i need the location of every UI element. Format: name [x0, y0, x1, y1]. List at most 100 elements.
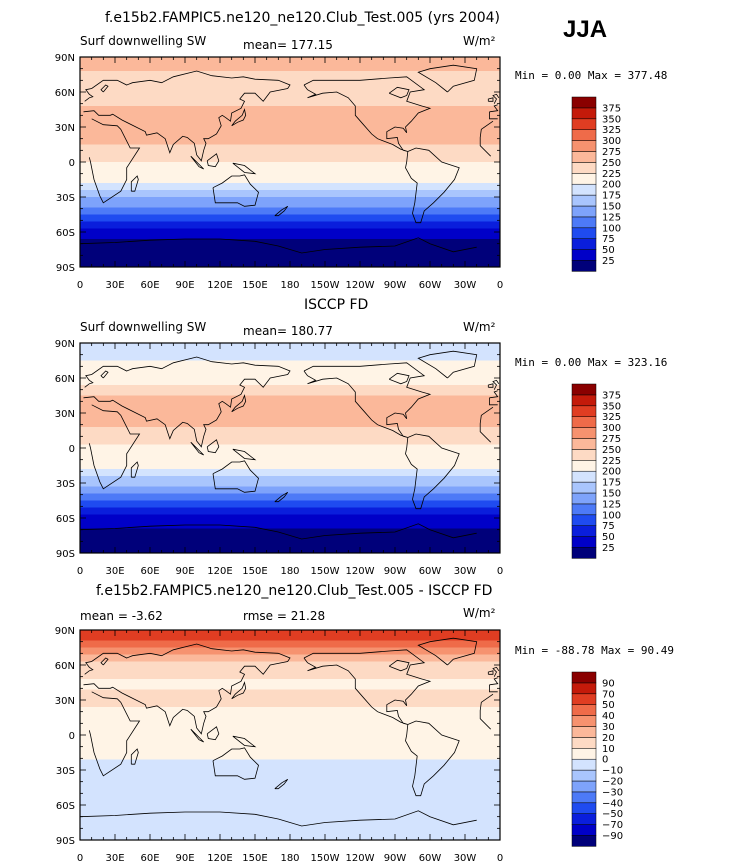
field-band — [80, 651, 500, 656]
field-band — [80, 374, 500, 379]
x-tick-label: 150E — [242, 853, 267, 864]
field-band — [80, 74, 500, 79]
field-band — [80, 700, 500, 705]
coastline — [417, 350, 478, 379]
field-band — [80, 780, 500, 785]
colorbar-swatch — [571, 260, 597, 272]
field-band — [80, 766, 500, 771]
coastline — [417, 637, 478, 666]
colorbar-swatch — [571, 416, 597, 428]
field-band — [80, 658, 500, 663]
y-tick-label: 30S — [56, 193, 75, 204]
panel3-minmax: Min = -88.78 Max = 90.49 — [515, 644, 674, 657]
field-band — [80, 416, 500, 421]
field-band — [80, 682, 500, 687]
field-band — [80, 483, 500, 488]
field-band — [80, 102, 500, 107]
field-band — [80, 644, 500, 649]
colorbar-swatch — [571, 525, 597, 537]
colorbar-label: 50 — [602, 532, 615, 543]
field-band — [80, 742, 500, 747]
field-band — [80, 423, 500, 428]
field-band — [80, 88, 500, 93]
y-tick-label: 90S — [56, 549, 75, 560]
colorbar-swatch — [571, 824, 597, 836]
coastline — [130, 748, 139, 765]
x-tick-label: 150W — [311, 566, 340, 577]
field-band — [80, 106, 500, 111]
coastline — [303, 362, 432, 438]
x-tick-label: 120E — [207, 853, 232, 864]
colorbar-label: 375 — [602, 390, 621, 401]
field-band — [80, 162, 500, 167]
coastline — [100, 657, 109, 666]
colorbar-label: 150 — [602, 489, 621, 500]
field-band — [80, 109, 500, 114]
field-band — [80, 476, 500, 481]
field-band — [80, 420, 500, 425]
field-band — [80, 413, 500, 418]
field-band — [80, 465, 500, 470]
field-band — [80, 99, 500, 104]
coastline — [479, 137, 491, 157]
coastline — [80, 810, 477, 827]
field-band — [80, 490, 500, 495]
coastline — [88, 404, 141, 490]
field-band — [80, 367, 500, 372]
colorbar-swatch — [571, 813, 597, 825]
x-tick-label: 120E — [207, 280, 232, 291]
field-band — [80, 353, 500, 358]
coastline — [489, 684, 498, 693]
colorbar-label: 0 — [602, 755, 608, 766]
field-band — [80, 172, 500, 177]
coastline — [212, 747, 259, 780]
field-band — [80, 714, 500, 719]
field-band — [80, 756, 500, 761]
panel2-units: W/m² — [463, 320, 496, 334]
colorbar-label: 325 — [602, 125, 621, 136]
panel-2: 0 30E 60E 90E 120E 150E 180 150W 120W 90W 60W 30W 09… — [55, 339, 621, 577]
coastline — [479, 693, 494, 711]
field-band — [80, 770, 500, 775]
field-band — [80, 672, 500, 677]
field-band — [80, 183, 500, 188]
field-band — [80, 64, 500, 69]
coastline — [492, 93, 500, 104]
field-band — [80, 232, 500, 237]
field-band — [80, 371, 500, 376]
field-band — [80, 518, 500, 523]
colorbar-swatch — [571, 205, 597, 218]
field-band — [80, 357, 500, 362]
x-tick-label: 0 — [497, 853, 503, 864]
colorbar-swatch — [571, 96, 597, 109]
field-band — [80, 92, 500, 97]
x-tick-label: 0 — [77, 853, 83, 864]
field-band — [80, 773, 500, 778]
coastline — [206, 726, 220, 741]
x-tick-label: 60E — [140, 853, 159, 864]
x-tick-label: 30W — [454, 853, 477, 864]
coastline — [388, 372, 410, 385]
y-tick-label: 0 — [69, 731, 75, 742]
x-tick-label: 180 — [280, 853, 299, 864]
coastline — [80, 237, 477, 254]
panel-2-field — [80, 343, 500, 553]
x-tick-label: 30W — [454, 566, 477, 577]
y-tick-label: 90N — [55, 339, 75, 350]
field-band — [80, 130, 500, 135]
coastline — [100, 84, 109, 93]
colorbar-swatch — [571, 748, 597, 760]
panel-3-coastlines — [80, 637, 500, 827]
panel1-mean: mean= 177.15 — [243, 38, 333, 52]
coastline — [274, 205, 289, 217]
coastline — [417, 64, 478, 93]
field-band — [80, 113, 500, 118]
colorbar-swatch — [571, 503, 597, 516]
field-band — [80, 458, 500, 463]
colorbar-swatch — [571, 173, 597, 185]
panel3-mean: mean = -3.62 — [80, 609, 163, 623]
field-band — [80, 434, 500, 439]
field-band — [80, 207, 500, 212]
coastline — [231, 681, 247, 700]
